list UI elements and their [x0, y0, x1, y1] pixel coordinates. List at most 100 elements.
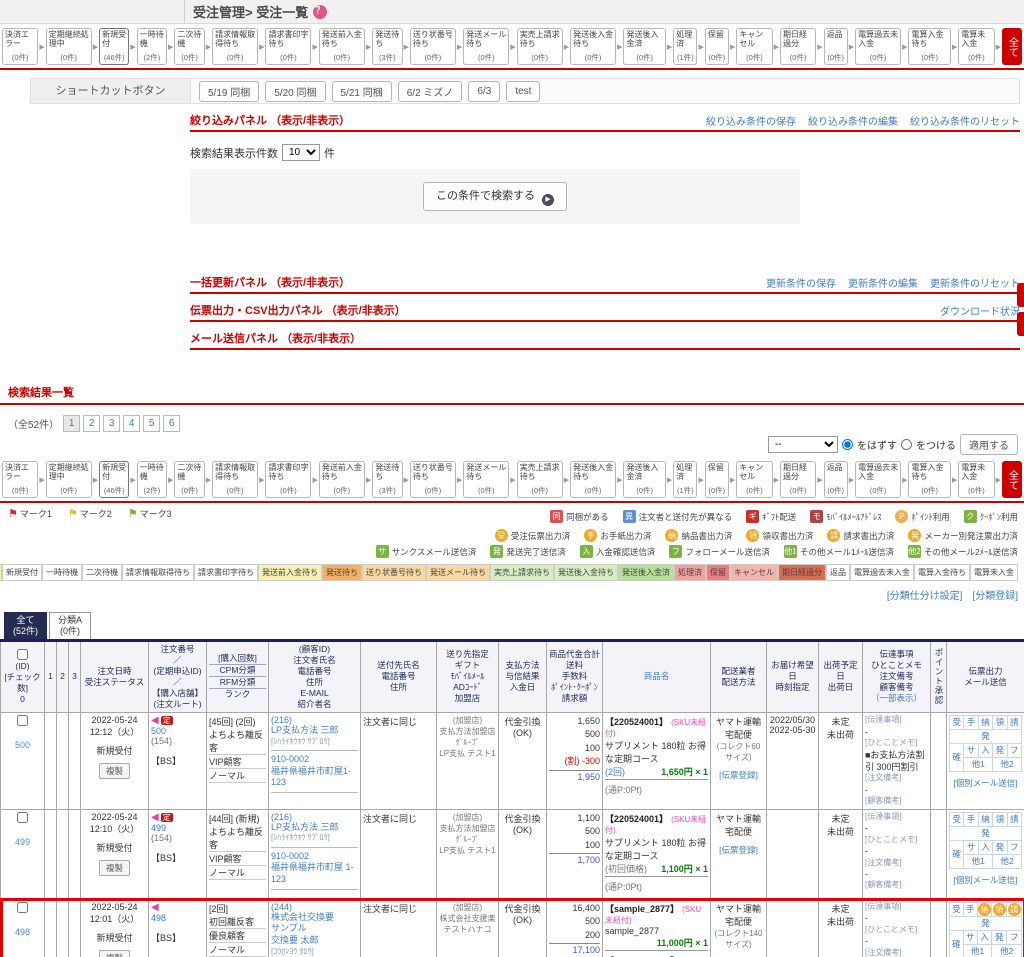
status-step-5[interactable]: 二次待機 (0件)	[174, 461, 205, 498]
status-step-18[interactable]: 期日経過分 (0件)	[779, 461, 817, 498]
order-id-link[interactable]: 500	[14, 739, 31, 750]
status-all-button[interactable]: 全て	[1001, 461, 1022, 498]
status-step-21[interactable]: 電算入金待ち (0件)	[908, 461, 951, 498]
update-condition-link[interactable]: 更新条件の編集	[848, 279, 918, 290]
order-number-link[interactable]: 500	[151, 725, 167, 736]
status-step-17[interactable]: キャンセル (0件)	[736, 461, 773, 498]
page-button-6[interactable]: 6	[163, 415, 181, 432]
status-step-3[interactable]: 新規受付 (46件)	[99, 28, 130, 65]
status-step-9[interactable]: 発送待ち (3件)	[372, 28, 403, 65]
page-button-1[interactable]: 1	[63, 415, 81, 432]
slip-register-link[interactable]: [伝票登録]	[719, 769, 758, 780]
filter-condition-link[interactable]: 絞り込み条件の編集	[808, 117, 898, 128]
status-step-11[interactable]: 発送メール待ち (0件)	[463, 28, 510, 65]
copy-button[interactable]: 複製	[98, 762, 130, 779]
status-step-20[interactable]: 電算過去未入金 (0件)	[855, 28, 902, 65]
status-step-9[interactable]: 発送待ち (3件)	[372, 461, 403, 498]
panel-toggle-link[interactable]: （表示/非表示）	[270, 115, 351, 127]
customer-name-link[interactable]: LP支払方法 三郎	[271, 724, 339, 735]
panel-toggle-link[interactable]: （表示/非表示）	[325, 305, 406, 317]
shortcut-button[interactable]: test	[506, 80, 541, 102]
col-header-link[interactable]: 商品名	[643, 671, 670, 682]
slip-register-link[interactable]: [伝票登録]	[719, 844, 758, 855]
copy-button[interactable]: 複製	[98, 859, 130, 876]
apply-button[interactable]: 適用する	[960, 434, 1018, 455]
status-step-4[interactable]: 一時待機 (2件)	[136, 461, 168, 498]
row-checkbox[interactable]	[17, 901, 28, 913]
radio-add-mark[interactable]	[901, 439, 912, 450]
classification-link[interactable]: [分類登録]	[972, 591, 1018, 602]
mark-select[interactable]: --	[768, 436, 838, 453]
copy-button[interactable]: 複製	[98, 949, 130, 957]
status-step-7[interactable]: 請求書印字待ち (0件)	[265, 28, 312, 65]
order-number-link[interactable]: 498	[151, 912, 167, 923]
filter-condition-link[interactable]: 絞り込み条件のリセット	[910, 117, 1020, 128]
status-step-20[interactable]: 電算過去未入金 (0件)	[855, 461, 902, 498]
status-step-19[interactable]: 返品 (0件)	[823, 461, 848, 498]
customer-id-link[interactable]: (216)	[271, 811, 293, 822]
status-step-8[interactable]: 発送前入金待ち (0件)	[318, 461, 365, 498]
status-step-11[interactable]: 発送メール待ち (0件)	[463, 461, 510, 498]
status-step-1[interactable]: 決済エラー (0件)	[2, 28, 39, 65]
status-step-17[interactable]: キャンセル (0件)	[736, 28, 773, 65]
radio-remove-mark[interactable]	[842, 439, 853, 450]
status-step-5[interactable]: 二次待機 (0件)	[174, 28, 205, 65]
page-button-2[interactable]: 2	[83, 415, 101, 432]
status-step-19[interactable]: 返品 (0件)	[823, 28, 848, 65]
result-count-select[interactable]: 10	[282, 144, 320, 161]
shortcut-button[interactable]: 5/20 同梱	[265, 80, 326, 102]
status-step-16[interactable]: 保留 (0件)	[704, 28, 729, 65]
status-step-14[interactable]: 発送後入金済 (0件)	[623, 461, 666, 498]
help-icon[interactable]: ？	[313, 4, 328, 19]
status-step-15[interactable]: 処理済 (1件)	[673, 461, 698, 498]
download-status-link[interactable]: ダウンロード状況	[940, 307, 1020, 318]
col-header-link[interactable]: （一部表示）	[870, 693, 922, 704]
status-step-12[interactable]: 実売上請求待ち (0件)	[516, 461, 563, 498]
page-button-3[interactable]: 3	[103, 415, 121, 432]
status-step-4[interactable]: 一時待機 (2件)	[136, 28, 168, 65]
status-step-13[interactable]: 発送後入金待ち (0件)	[570, 28, 617, 65]
page-button-5[interactable]: 5	[143, 415, 161, 432]
status-step-10[interactable]: 送り状番号待ち (0件)	[409, 461, 456, 498]
row-checkbox[interactable]	[17, 714, 28, 726]
shortcut-button[interactable]: 5/19 同梱	[199, 80, 260, 102]
order-id-link[interactable]: 499	[14, 836, 31, 847]
status-step-2[interactable]: 定期継続処理中 (0件)	[45, 28, 92, 65]
status-step-2[interactable]: 定期継続処理中 (0件)	[45, 461, 92, 498]
status-step-16[interactable]: 保留 (0件)	[704, 461, 729, 498]
page-button-4[interactable]: 4	[123, 415, 141, 432]
status-step-10[interactable]: 送り状番号待ち (0件)	[409, 28, 456, 65]
status-step-8[interactable]: 発送前入金待ち (0件)	[318, 28, 365, 65]
status-step-14[interactable]: 発送後入金済 (0件)	[623, 28, 666, 65]
status-step-13[interactable]: 発送後入金待ち (0件)	[570, 461, 617, 498]
side-tab[interactable]	[1017, 312, 1024, 336]
individual-mail-link[interactable]: [個別メール送信]	[953, 874, 1018, 885]
customer-id-link[interactable]: (216)	[271, 714, 293, 725]
customer-id-link[interactable]: (244)	[271, 901, 293, 912]
classification-link[interactable]: [分類仕分け設定]	[886, 591, 963, 602]
status-step-6[interactable]: 請求情報取得待ち (0件)	[212, 461, 259, 498]
status-all-button[interactable]: 全て	[1001, 28, 1022, 65]
row-checkbox[interactable]	[17, 811, 28, 823]
panel-toggle-link[interactable]: （表示/非表示）	[281, 333, 362, 345]
status-step-18[interactable]: 期日経過分 (0件)	[779, 28, 817, 65]
shortcut-button[interactable]: 6/3	[468, 80, 501, 102]
update-condition-link[interactable]: 更新条件の保存	[766, 279, 836, 290]
shortcut-button[interactable]: 5/21 同梱	[331, 80, 392, 102]
status-step-7[interactable]: 請求書印字待ち (0件)	[265, 461, 312, 498]
customer-name-link[interactable]: 交換要 太郎	[271, 935, 319, 945]
panel-toggle-link[interactable]: （表示/非表示）	[270, 277, 351, 289]
search-button[interactable]: この条件で検索する ▶	[422, 182, 568, 211]
individual-mail-link[interactable]: [個別メール送信]	[953, 777, 1018, 788]
select-all-checkbox[interactable]	[17, 648, 28, 660]
status-step-1[interactable]: 決済エラー (0件)	[2, 461, 39, 498]
side-tab[interactable]	[1017, 283, 1024, 307]
order-number-link[interactable]: 499	[151, 822, 167, 833]
update-condition-link[interactable]: 更新条件のリセット	[930, 279, 1020, 290]
shortcut-button[interactable]: 6/2 ミズノ	[397, 80, 463, 102]
status-step-22[interactable]: 電算未入金 (0件)	[958, 28, 995, 65]
customer-name-link[interactable]: LP支払方法 三郎	[271, 821, 339, 832]
status-step-3[interactable]: 新規受付 (46件)	[99, 461, 130, 498]
status-step-22[interactable]: 電算未入金 (0件)	[958, 461, 995, 498]
tab-分類A[interactable]: 分類A (0件)	[49, 612, 92, 639]
